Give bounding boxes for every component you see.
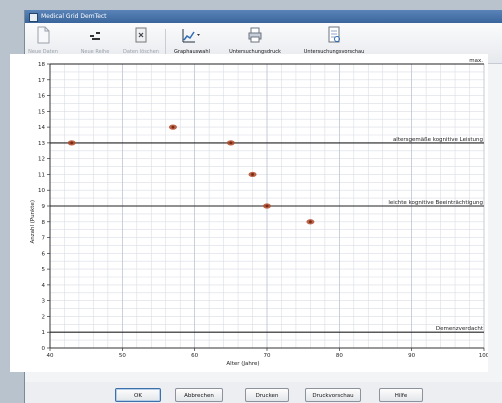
- y-tick-label: 9: [42, 204, 46, 210]
- y-tick-label: 7: [42, 236, 46, 242]
- y-tick-label: 8: [42, 220, 46, 226]
- new-data-button[interactable]: Neue Daten: [25, 26, 61, 60]
- x-tick-label: 60: [191, 353, 198, 359]
- y-tick-label: 15: [38, 109, 45, 115]
- y-tick-label: 3: [42, 299, 46, 305]
- app-icon: [29, 13, 38, 22]
- data-point-center: [229, 141, 233, 145]
- reference-line-label: max.: [469, 58, 483, 64]
- graph-select-icon: [181, 26, 203, 44]
- y-tick-label: 4: [42, 283, 46, 289]
- chart-panel: 0 1 2 3 4 5 6 7 8 9 10 11 12 13 14 15 16 17 18 40 50 60 70 80 90…: [10, 54, 490, 372]
- print-button[interactable]: Drucken: [245, 388, 289, 402]
- x-tick-label: 40: [47, 353, 54, 359]
- new-series-icon: [87, 26, 103, 44]
- data-point-center: [309, 220, 312, 224]
- y-tick-label: 6: [42, 251, 46, 257]
- y-tick-label: 17: [38, 78, 45, 84]
- new-document-icon: [35, 26, 51, 44]
- y-tick-label: 13: [38, 141, 45, 147]
- new-series-label: Neue Reihe: [80, 49, 110, 55]
- y-tick-label: 2: [42, 314, 46, 320]
- examination-preview-label: Untersuchungsvorschau: [303, 49, 365, 55]
- data-point-center: [265, 204, 269, 208]
- graph-select-button[interactable]: Graphauswahl: [169, 26, 215, 60]
- y-axis-title: Anzahl (Punkte): [30, 200, 36, 243]
- print-preview-icon: [326, 26, 342, 44]
- y-tick-label: 0: [42, 346, 46, 352]
- x-tick-label: 80: [336, 353, 343, 359]
- data-point-center: [70, 141, 74, 145]
- x-tick-label: 50: [119, 353, 126, 359]
- y-tick-label: 5: [42, 267, 46, 273]
- y-tick-label: 11: [38, 172, 45, 178]
- y-tick-label: 16: [38, 94, 45, 100]
- print-preview-button[interactable]: Druckvorschau: [305, 388, 361, 402]
- new-data-label: Neue Daten: [28, 49, 58, 55]
- ok-button[interactable]: OK: [115, 388, 161, 402]
- x-axis-title: Alter (Jahre): [226, 361, 259, 367]
- x-tick-label: 100: [479, 353, 488, 359]
- reference-line-label: Demenzverdacht: [436, 326, 484, 332]
- reference-line-label: altersgemäße kognitive Leistung: [393, 137, 483, 143]
- delete-data-button[interactable]: Daten löschen: [121, 26, 161, 60]
- x-tick-label: 90: [408, 353, 415, 359]
- y-tick-label: 1: [42, 330, 46, 336]
- x-tick-label: 70: [264, 353, 271, 359]
- cancel-button[interactable]: Abbrechen: [175, 388, 223, 402]
- examination-print-button[interactable]: Untersuchungsdruck: [223, 26, 287, 60]
- y-tick-label: 14: [38, 125, 45, 131]
- data-point-center: [171, 125, 175, 129]
- title-bar: Medical Grid DemTect: [25, 10, 502, 23]
- graph-select-label: Graphauswahl: [174, 49, 210, 55]
- examination-print-label: Untersuchungsdruck: [229, 49, 281, 55]
- y-tick-label: 12: [38, 157, 45, 163]
- y-tick-label: 18: [38, 62, 45, 68]
- dialog-button-bar: OK Abbrechen Drucken Druckvorschau Hilfe: [25, 382, 502, 403]
- delete-data-label: Daten löschen: [123, 49, 159, 55]
- window-title: Medical Grid DemTect: [41, 13, 107, 20]
- print-icon: [247, 26, 263, 44]
- data-point-center: [251, 173, 254, 176]
- toolbar-separator: [165, 29, 166, 57]
- help-button[interactable]: Hilfe: [379, 388, 423, 402]
- new-series-button[interactable]: Neue Reihe: [77, 26, 113, 60]
- examination-preview-button[interactable]: Untersuchungsvorschau: [297, 26, 371, 60]
- reference-line-label: leichte kognitive Beeinträchtigung: [388, 200, 483, 206]
- delete-data-icon: [133, 26, 149, 44]
- y-tick-label: 10: [38, 188, 45, 194]
